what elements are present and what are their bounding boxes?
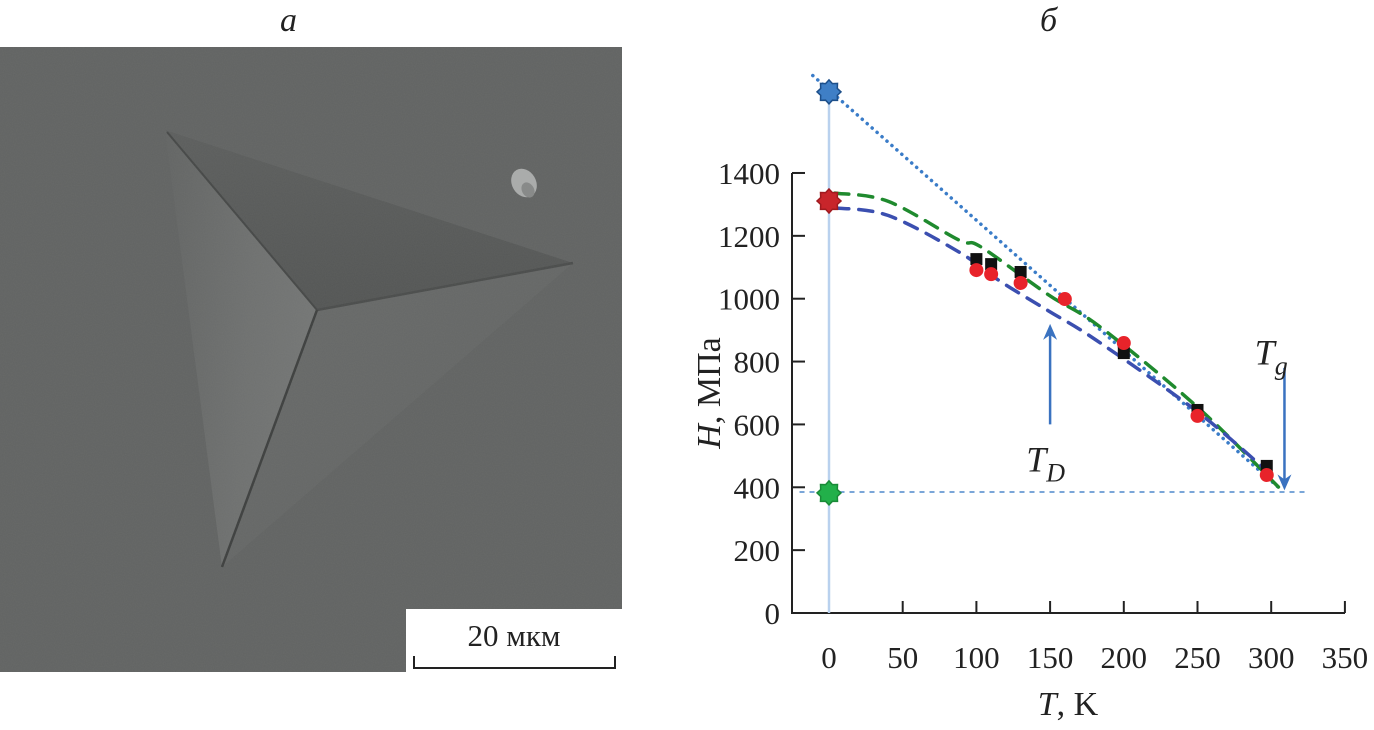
annotation-label-Tg: Tg — [1255, 333, 1288, 381]
marker-blue-star — [815, 78, 843, 106]
y-tick-label: 800 — [734, 345, 781, 380]
x-tick-label: 350 — [1322, 640, 1369, 675]
x-tick-label: 150 — [1027, 640, 1074, 675]
y-tick-label: 1000 — [718, 282, 780, 317]
x-axis-title-var: T — [1038, 686, 1059, 723]
panel-label-a: a — [280, 2, 297, 39]
data-point-circle — [969, 263, 984, 278]
annotation-arrowhead-TD — [1043, 323, 1058, 340]
axes — [791, 173, 1345, 614]
data-point-circle — [1259, 468, 1274, 483]
annotation-arrowhead-Tg — [1277, 474, 1292, 491]
annotation-var: T — [1255, 333, 1278, 373]
chart-lines — [799, 73, 1309, 613]
x-tick-label: 50 — [887, 640, 918, 675]
y-axis-title: H, МПа — [691, 337, 728, 449]
scale-bar — [413, 656, 616, 669]
data-point-square — [1117, 347, 1130, 360]
x-tick-label: 0 — [821, 640, 837, 675]
data-point-square — [970, 253, 983, 266]
annotation-var: T — [1026, 440, 1049, 480]
data-point-circle — [1190, 408, 1205, 423]
x-axis-title: T, K — [1038, 686, 1099, 723]
series-line-fit-green — [833, 191, 1284, 492]
panel-label-b: б — [1040, 2, 1058, 39]
marker-red-star — [815, 187, 843, 215]
y-ticks: 0 200 400 600 800 1000 1200 1400 — [718, 156, 805, 631]
y-tick-label: 200 — [734, 533, 781, 568]
x-tick-label: 300 — [1248, 640, 1295, 675]
y-tick-label: 0 — [765, 596, 781, 631]
y-tick-label: 600 — [734, 407, 781, 442]
sem-noise — [0, 47, 622, 672]
marker-green-star — [815, 479, 843, 506]
sem-image: 20 мкм — [0, 47, 622, 672]
scale-bar-box — [406, 609, 622, 672]
chart-markers — [815, 78, 1274, 506]
data-point-circle — [1057, 292, 1072, 307]
x-tick-label: 100 — [953, 640, 1000, 675]
y-axis-title-var: H — [691, 422, 728, 450]
series-line-linear-extrapolation — [811, 73, 1284, 492]
annotation-label-TD: TD — [1026, 440, 1065, 488]
annotation-subscript: D — [1045, 459, 1065, 488]
y-tick-label: 1200 — [718, 219, 780, 254]
y-axis-title-unit: , МПа — [691, 337, 728, 424]
y-tick-label: 400 — [734, 470, 781, 505]
x-tick-label: 200 — [1101, 640, 1148, 675]
scale-bar-label: 20 мкм — [467, 618, 560, 653]
y-tick-label: 1400 — [718, 156, 780, 191]
x-axis-title-unit: , K — [1057, 686, 1099, 723]
data-point-square — [985, 258, 998, 271]
x-ticks: 0 50 100 150 200 250 300 350 — [821, 601, 1368, 675]
data-point-circle — [1116, 336, 1131, 351]
data-point-circle — [1013, 275, 1028, 290]
x-tick-label: 250 — [1174, 640, 1221, 675]
data-point-circle — [984, 267, 999, 282]
annotation-subscript: g — [1275, 352, 1288, 381]
data-point-square — [1014, 265, 1027, 278]
series-line-fit-blue — [833, 206, 1273, 477]
